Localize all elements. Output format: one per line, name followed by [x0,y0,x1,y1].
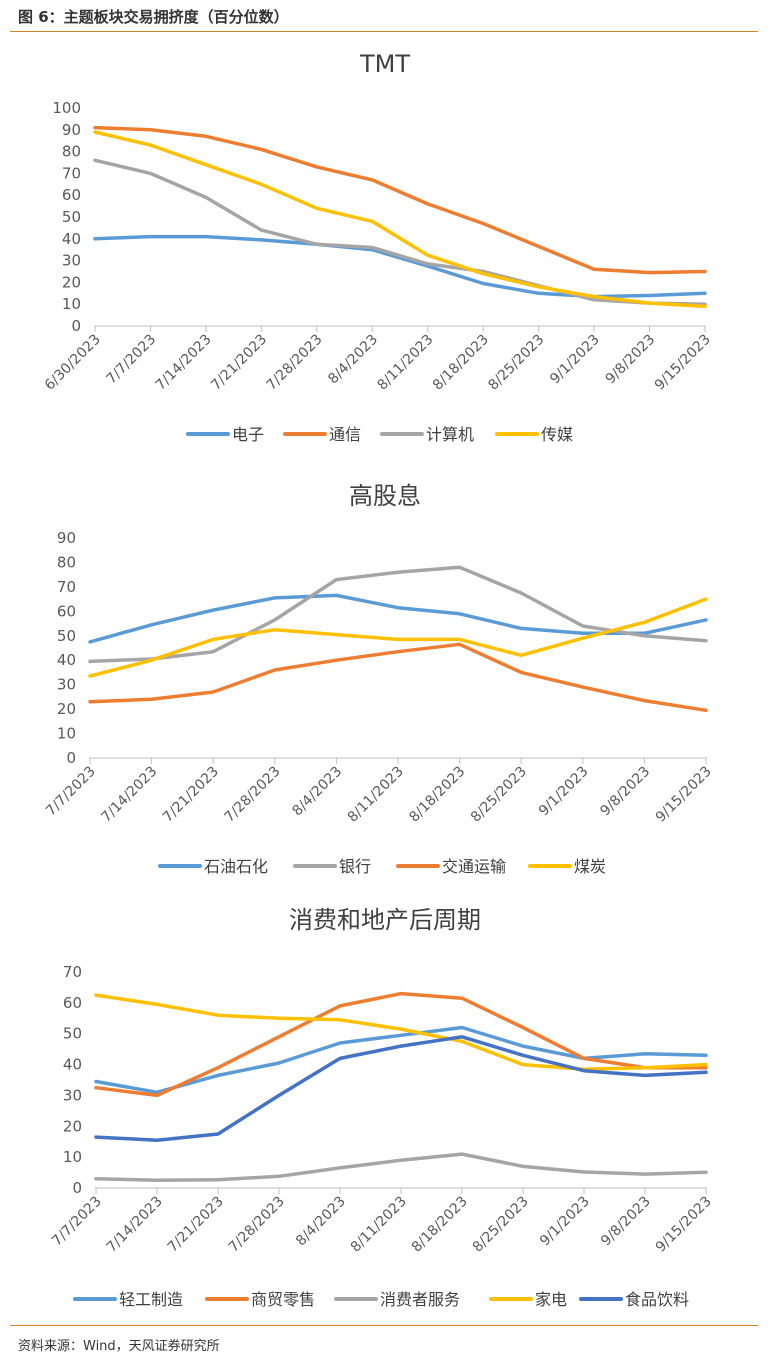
y-tick-label: 30 [57,676,76,694]
x-tick-label: 8/11/2023 [348,1194,410,1256]
y-tick-label: 20 [57,700,76,718]
y-tick-label: 50 [63,1025,82,1043]
x-tick-label: 7/7/2023 [103,332,159,388]
x-tick-label: 7/7/2023 [43,764,99,820]
x-tick-label: 7/14/2023 [153,332,215,394]
legend-label: 通信 [329,425,361,444]
series-line-0 [94,1025,708,1095]
x-tick-label: 9/8/2023 [598,1194,654,1250]
x-tick-label: 9/15/2023 [652,332,714,394]
y-tick-label: 40 [63,1056,82,1074]
x-tick-label: 7/7/2023 [49,1194,105,1250]
x-tick-label: 8/11/2023 [374,332,436,394]
x-tick-label: 8/18/2023 [406,764,468,826]
x-tick-label: 7/14/2023 [98,764,160,826]
y-tick-label: 60 [63,994,82,1012]
bottom-rule [10,1325,758,1326]
series-line-2 [88,642,708,713]
chart-title: 消费和地产后周期 [289,906,481,934]
x-tick-label: 9/8/2023 [603,332,659,388]
legend-label: 家电 [535,1290,567,1309]
chart-title: 高股息 [349,482,421,510]
y-tick-label: 0 [66,749,76,767]
series-line-3 [94,993,708,1071]
x-tick-label: 9/15/2023 [653,1194,715,1256]
series-line-2 [93,158,707,306]
source-note: 资料来源：Wind，天风证券研究所 [18,1339,220,1354]
series-line-3 [93,130,707,309]
x-tick-label: 8/4/2023 [325,332,381,388]
x-tick-label: 8/25/2023 [470,1194,532,1256]
series-line-2 [94,1152,708,1183]
y-tick-label: 40 [57,651,76,669]
legend-label: 电子 [232,425,264,444]
legend-label: 计算机 [426,425,474,444]
y-tick-label: 30 [63,1086,82,1104]
series-line-0 [88,593,708,644]
x-tick-label: 9/1/2023 [537,1194,593,1250]
legend-label: 食品饮料 [625,1290,689,1309]
x-tick-label: 7/28/2023 [226,1194,288,1256]
y-tick-label: 0 [72,1179,82,1197]
legend-label: 煤炭 [574,857,606,876]
figure-title: 图 6：主题板块交易拥挤度（百分位数） [18,8,289,26]
y-tick-label: 30 [62,252,81,270]
series-line-1 [88,565,708,664]
x-tick-label: 7/21/2023 [160,764,222,826]
x-tick-label: 6/30/2023 [42,332,104,394]
x-tick-label: 8/18/2023 [409,1194,471,1256]
y-tick-label: 10 [63,1148,82,1166]
y-tick-label: 50 [62,208,81,226]
legend-label: 商贸零售 [251,1290,315,1309]
x-tick-label: 8/25/2023 [468,764,530,826]
series-line-3 [88,597,708,678]
series-line-0 [93,234,707,299]
x-tick-label: 8/25/2023 [485,332,547,394]
series-line-1 [94,991,708,1098]
y-tick-label: 20 [63,1117,82,1135]
y-tick-label: 80 [62,143,81,161]
y-tick-label: 40 [62,230,81,248]
y-tick-label: 60 [62,186,81,204]
y-tick-label: 90 [62,121,81,139]
legend-label: 消费者服务 [380,1290,460,1309]
y-tick-label: 80 [57,553,76,571]
x-tick-label: 8/18/2023 [430,332,492,394]
legend-label: 轻工制造 [119,1290,183,1309]
chart-tmt: TMT 0 10 20 30 40 50 60 70 80 90 100 6/30/2023 7/7/20… [42,50,714,444]
top-rule [10,31,758,32]
x-tick-label: 9/1/2023 [547,332,603,388]
legend-label: 传媒 [541,425,573,444]
y-tick-label: 10 [57,725,76,743]
y-tick-label: 70 [63,963,82,981]
legend-label: 交通运输 [442,857,506,876]
x-tick-label: 8/4/2023 [289,764,345,820]
series-line-4 [94,1035,708,1142]
y-tick-label: 60 [57,602,76,620]
y-tick-label: 70 [62,164,81,182]
x-tick-label: 7/21/2023 [208,332,270,394]
legend-label: 石油石化 [204,857,268,876]
y-tick-label: 10 [62,295,81,313]
y-tick-label: 20 [62,273,81,291]
x-tick-label: 7/21/2023 [165,1194,227,1256]
x-tick-label: 8/4/2023 [293,1194,349,1250]
x-tick-label: 7/28/2023 [264,332,326,394]
x-tick-label: 8/11/2023 [345,764,407,826]
x-tick-label: 7/14/2023 [104,1194,166,1256]
y-tick-label: 50 [57,627,76,645]
chart-title: TMT [359,50,410,78]
chart-consumer-property: 消费和地产后周期 0 10 20 30 40 50 60 70 7/7/20237/14/2023… [49,906,715,1309]
series-line-1 [93,125,707,275]
y-tick-label: 100 [52,99,81,117]
legend-label: 银行 [339,857,371,876]
x-tick-label: 9/1/2023 [536,764,592,820]
y-tick-label: 0 [71,317,81,335]
y-tick-label: 70 [57,578,76,596]
x-tick-label: 9/8/2023 [597,764,653,820]
x-tick-label: 7/28/2023 [222,764,284,826]
y-tick-label: 90 [57,529,76,547]
x-tick-label: 9/15/2023 [653,764,715,826]
